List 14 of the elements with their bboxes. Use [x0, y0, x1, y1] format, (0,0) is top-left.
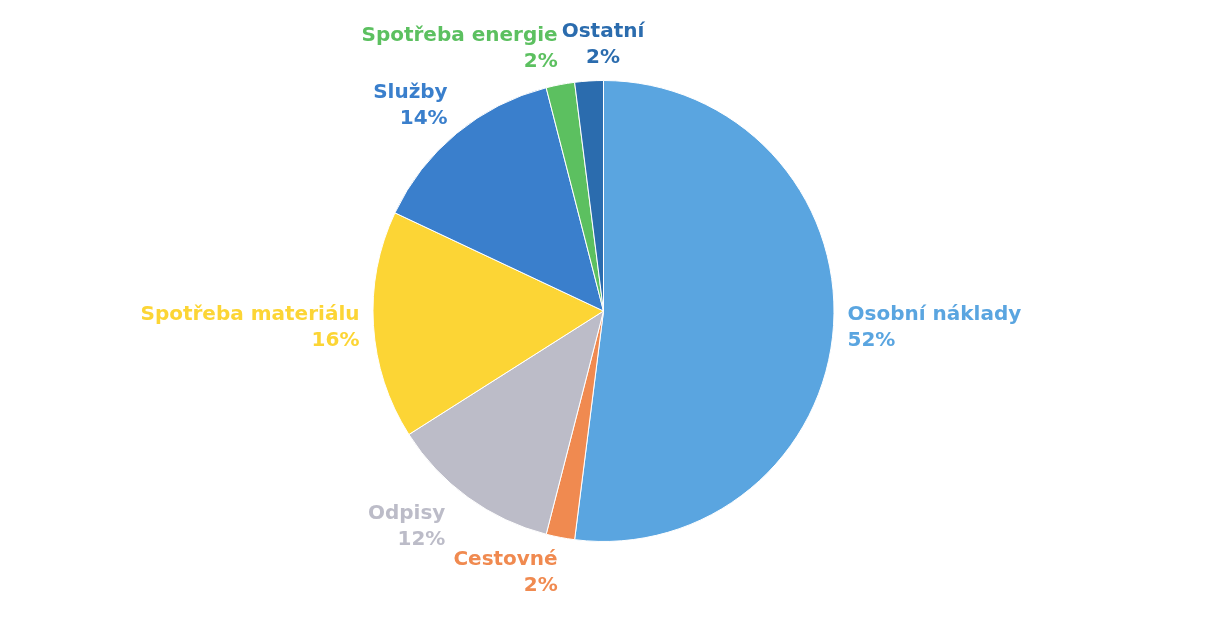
slice-label: Spotřeba energie [361, 22, 558, 47]
slice-label: Ostatní [561, 18, 646, 43]
data-label: 52% [847, 326, 896, 351]
data-label: 2% [523, 571, 558, 596]
slice-label: Odpisy [367, 499, 446, 524]
slice-label: Osobní náklady [847, 300, 1022, 325]
data-label: 14% [399, 104, 448, 129]
data-label: 16% [311, 326, 360, 351]
slice-label: Služby [373, 78, 448, 103]
data-label: 12% [397, 525, 446, 550]
data-label: 2% [523, 48, 558, 73]
slice-label: Cestovné [453, 545, 558, 570]
data-label: 2% [586, 44, 620, 69]
slice-label: Spotřeba materiálu [140, 300, 360, 325]
